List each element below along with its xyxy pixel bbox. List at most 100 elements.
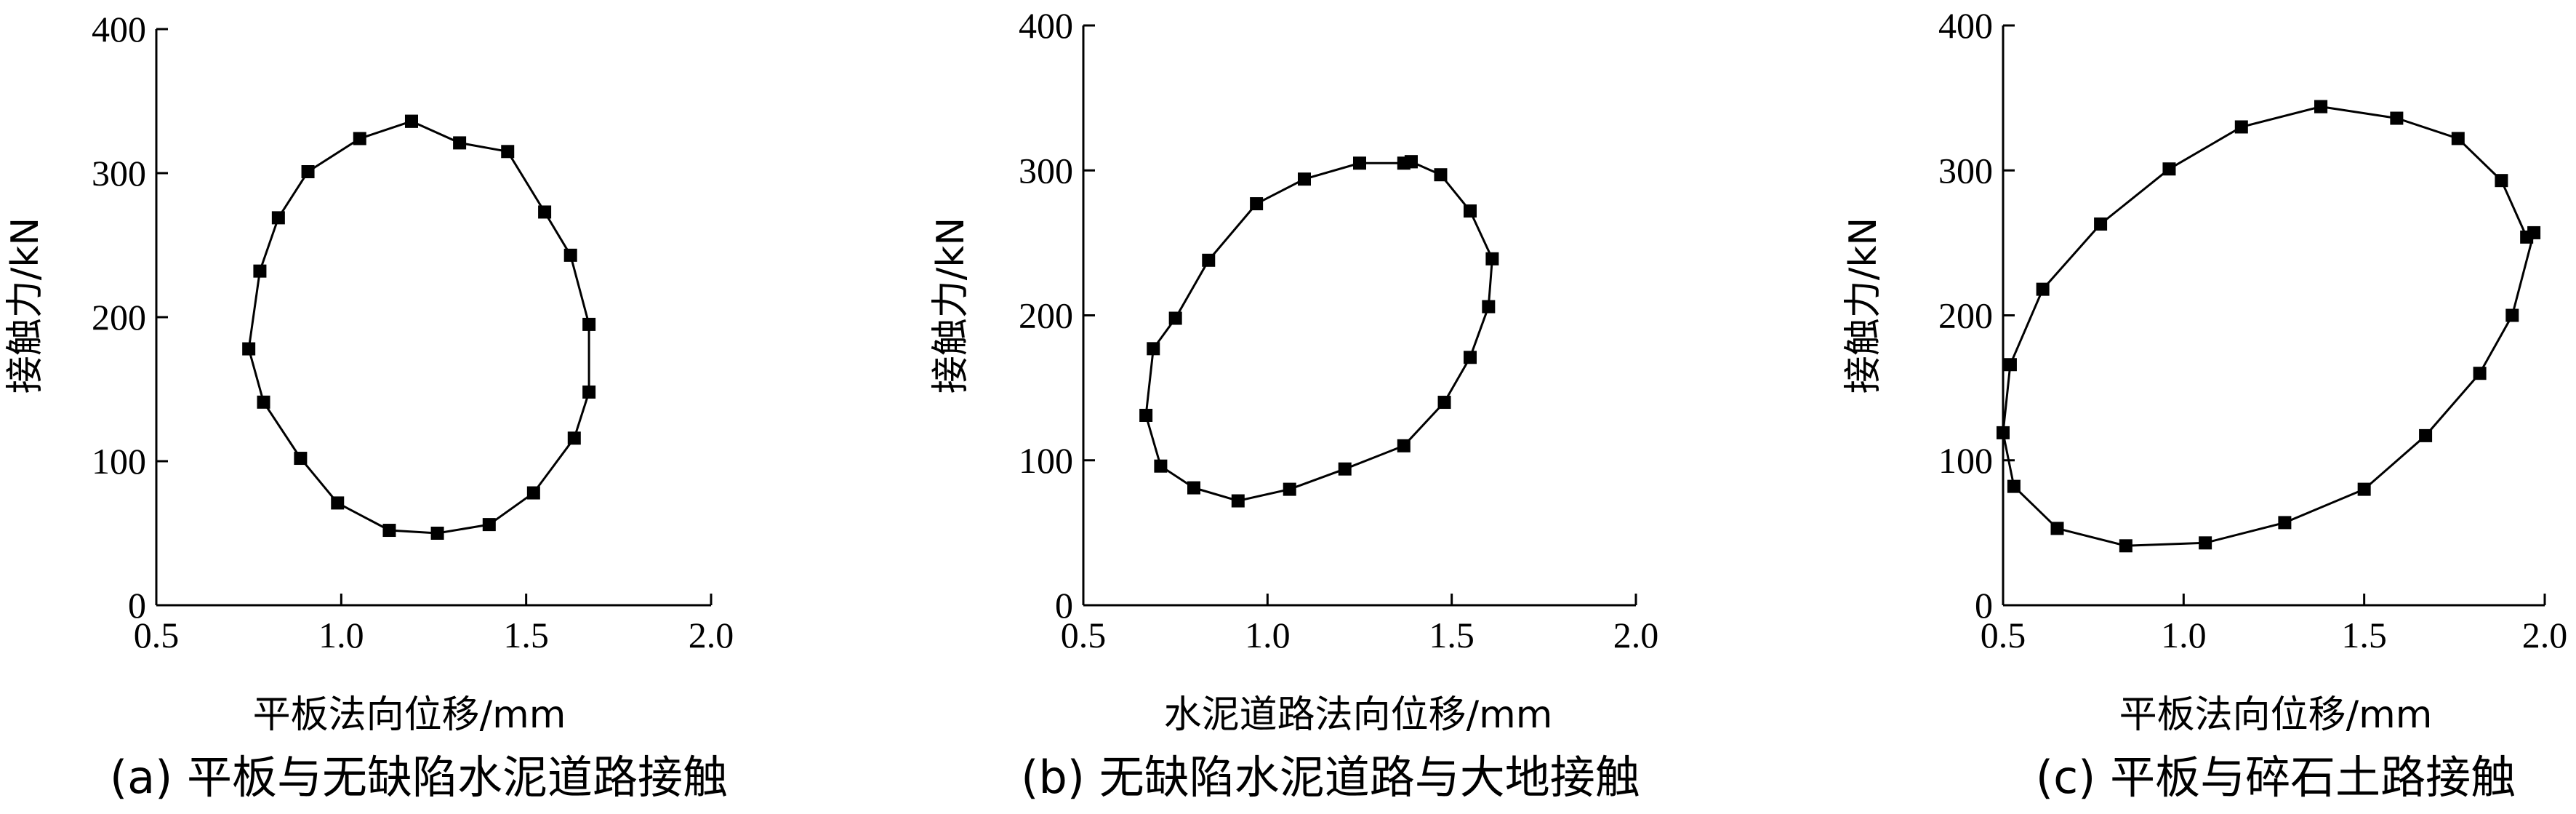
data-point-marker — [2199, 536, 2212, 550]
y-tick-label: 0 — [1975, 585, 1993, 626]
x-tick-label: 1.0 — [2161, 615, 2207, 655]
y-tick-label: 400 — [1938, 5, 1993, 46]
data-point-marker — [1168, 311, 1182, 325]
data-point-marker — [1997, 426, 2010, 439]
y-tick-label: 200 — [1019, 295, 1073, 336]
y-tick-label: 100 — [1938, 440, 1993, 481]
data-point-marker — [2036, 282, 2050, 296]
data-point-marker — [1434, 168, 1448, 182]
y-tick-label: 200 — [1938, 295, 1993, 336]
data-point-marker — [1397, 439, 1411, 452]
data-point-marker — [1437, 396, 1451, 410]
y-tick-label: 0 — [1055, 585, 1073, 626]
data-point-marker — [1231, 494, 1245, 508]
data-point-marker — [567, 431, 581, 445]
y-tick-label: 300 — [1938, 150, 1993, 191]
data-point-marker — [2314, 100, 2328, 113]
data-point-marker — [257, 395, 270, 409]
data-point-marker — [353, 132, 366, 145]
data-point-marker — [1485, 252, 1499, 266]
x-tick-label: 1.5 — [503, 615, 549, 655]
x-tick-label: 2.0 — [689, 615, 734, 655]
data-point-marker — [1187, 481, 1200, 495]
x-tick-label: 1.5 — [1429, 615, 1474, 655]
data-point-marker — [2162, 162, 2176, 176]
data-point-marker — [1283, 482, 1296, 496]
y-tick-label: 0 — [128, 585, 146, 626]
data-point-marker — [331, 496, 345, 510]
x-tick-label: 2.0 — [2522, 615, 2568, 655]
y-tick-label: 200 — [92, 297, 146, 338]
data-point-marker — [482, 518, 496, 532]
data-point-marker — [2390, 111, 2404, 125]
data-point-marker — [2419, 428, 2433, 442]
data-point-marker — [2003, 358, 2017, 372]
x-axis-label: 水泥道路法向位移/mm — [1164, 693, 1553, 737]
data-point-marker — [294, 452, 308, 466]
x-axis-label: 平板法向位移/mm — [2119, 693, 2433, 737]
x-tick-label: 2.0 — [1613, 615, 1659, 655]
series-line — [1144, 160, 1493, 503]
data-point-marker — [1338, 462, 1352, 476]
data-point-marker — [1464, 204, 1477, 218]
data-point-marker — [2119, 539, 2132, 553]
y-tick-label: 300 — [1019, 150, 1073, 191]
data-point-marker — [2050, 522, 2064, 535]
data-point-marker — [242, 342, 256, 356]
data-point-marker — [253, 264, 267, 278]
data-point-marker — [1353, 156, 1366, 170]
subplot-caption: (b) 无缺陷水泥道路与大地接触 — [1021, 751, 1640, 804]
data-point-marker — [2473, 367, 2487, 380]
data-point-marker — [1154, 459, 1168, 473]
subplot-b: 接触力/kN 水泥道路法向位移/mm (b) 无缺陷水泥道路与大地接触 0 100… — [929, 5, 1658, 804]
data-point-marker — [1202, 253, 1216, 267]
x-tick-label: 0.5 — [1981, 615, 2026, 655]
y-tick-label: 100 — [1019, 440, 1073, 481]
data-point-marker — [382, 524, 396, 538]
data-point-marker — [430, 527, 444, 540]
data-point-marker — [2234, 120, 2248, 134]
subplot-c: 接触力/kN 平板法向位移/mm (c) 平板与碎石土路接触 0 100 200 30… — [1842, 5, 2567, 804]
data-point-marker — [501, 145, 515, 159]
data-point-marker — [2451, 132, 2465, 145]
data-point-marker — [2527, 226, 2541, 239]
y-tick-label: 100 — [92, 441, 146, 482]
data-point-marker — [2007, 479, 2021, 493]
data-point-marker — [1298, 172, 1311, 186]
data-point-marker — [538, 205, 552, 219]
data-point-marker — [1404, 155, 1418, 169]
data-point-marker — [2278, 516, 2292, 530]
y-tick-label: 400 — [1019, 5, 1073, 46]
data-point-marker — [1147, 342, 1160, 356]
x-tick-label: 1.5 — [2341, 615, 2387, 655]
y-tick-label: 300 — [92, 153, 146, 193]
data-point-marker — [1250, 197, 1264, 211]
data-point-marker — [2357, 482, 2371, 496]
data-point-marker — [2495, 174, 2508, 188]
subplot-caption: (a) 平板与无缺陷水泥道路接触 — [110, 751, 728, 804]
series-line — [2002, 105, 2536, 547]
x-axis-label: 平板法向位移/mm — [253, 693, 566, 737]
subplot-a: 接触力/kN 平板法向位移/mm (a) 平板与无缺陷水泥道路接触 0 100 20… — [4, 9, 734, 804]
x-tick-label: 1.0 — [318, 615, 364, 655]
data-point-marker — [563, 248, 577, 262]
data-point-marker — [271, 211, 285, 225]
x-tick-label: 0.5 — [134, 615, 180, 655]
y-axis-label: 接触力/kN — [4, 218, 47, 394]
data-point-marker — [1139, 408, 1153, 422]
data-point-marker — [1464, 351, 1477, 364]
data-point-marker — [404, 114, 418, 128]
x-tick-label: 1.0 — [1245, 615, 1291, 655]
data-point-marker — [2094, 217, 2108, 231]
y-axis-label: 接触力/kN — [929, 218, 973, 394]
subplot-caption: (c) 平板与碎石土路接触 — [2036, 751, 2516, 804]
data-point-marker — [453, 136, 467, 150]
data-point-marker — [582, 317, 596, 331]
data-point-marker — [301, 165, 315, 179]
y-axis-label: 接触力/kN — [1842, 218, 1885, 394]
series-line — [247, 120, 590, 535]
x-tick-label: 0.5 — [1061, 615, 1107, 655]
data-point-marker — [582, 385, 596, 399]
data-point-marker — [526, 486, 540, 500]
